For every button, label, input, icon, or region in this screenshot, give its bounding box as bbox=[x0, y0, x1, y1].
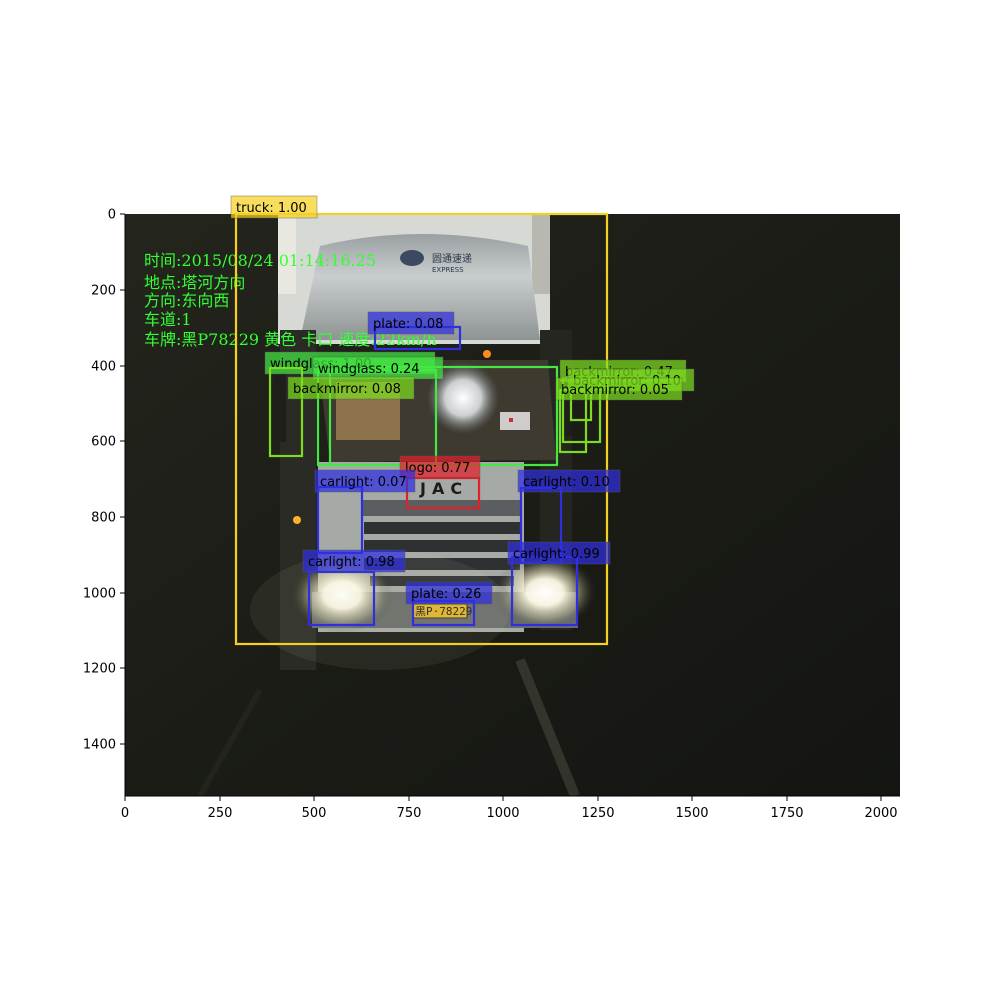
backmirror-detection: backmirror: 0.05 bbox=[555, 377, 683, 454]
x-tick-label: 0 bbox=[121, 806, 129, 821]
license-plate: 黑P·78229 bbox=[415, 605, 472, 618]
backmirror-label-bg bbox=[287, 376, 415, 400]
truck-roof-logo-subtext: EXPRESS bbox=[432, 266, 464, 274]
x-tick-label: 750 bbox=[397, 806, 422, 821]
x-axis-ticks: 0 250 500 750 1000 1250 1500 1750 2000 bbox=[121, 796, 898, 821]
x-tick-label: 500 bbox=[302, 806, 327, 821]
truck-box bbox=[234, 212, 609, 646]
backmirror-label: backmirror: 0.08 bbox=[293, 382, 401, 397]
truck-roof-logo: 圆通速递 bbox=[432, 252, 472, 265]
truck-brand-emblem: JAC bbox=[419, 479, 468, 498]
plate-label: plate: 0.08 bbox=[373, 317, 443, 332]
overlay-line: 地点:塔河方向 bbox=[144, 273, 245, 292]
carlight-detection: carlight: 0.10 bbox=[517, 469, 621, 565]
backmirror-box bbox=[268, 366, 304, 458]
camera-photo: 圆通速递 EXPRESS JAC 黑P·78229 bbox=[125, 214, 900, 796]
backmirror-label: backmirror: 0.05 bbox=[561, 383, 669, 398]
y-tick-label: 800 bbox=[91, 511, 116, 526]
plate-detection: plate: 0.26 bbox=[405, 581, 493, 627]
windglass-label: windglass: 0.24 bbox=[318, 362, 420, 377]
y-tick-label: 1000 bbox=[83, 587, 116, 602]
y-axis-ticks: 0 200 400 600 800 1000 1200 1400 bbox=[83, 208, 125, 753]
backmirror-detection: backmirror: 0.08 bbox=[268, 366, 415, 458]
carlight-label-bg bbox=[302, 549, 406, 573]
carlight-label: carlight: 0.98 bbox=[308, 555, 395, 570]
carlight-label: carlight: 0.10 bbox=[523, 475, 610, 490]
logo-label-bg bbox=[399, 455, 481, 479]
carlight-label-bg bbox=[517, 469, 621, 493]
overlay-line: 方向:东向西 bbox=[144, 291, 229, 310]
logo-label: logo: 0.77 bbox=[405, 461, 470, 476]
truck-label-bg bbox=[230, 195, 318, 219]
overlay-line: 时间:2015/08/24 01:14:16.25 bbox=[144, 251, 376, 270]
overlay-line: 车牌:黑P78229 黄色 卡口 速度:22km/h bbox=[144, 330, 437, 349]
carlight-label: carlight: 0.07 bbox=[320, 475, 407, 490]
camera-overlay-text: 时间:2015/08/24 01:14:16.25 地点:塔河方向方向:东向西车道… bbox=[144, 251, 437, 349]
overlay-line: 车道:1 bbox=[144, 310, 192, 329]
x-tick-label: 1000 bbox=[486, 806, 519, 821]
plate-label-bg bbox=[367, 311, 455, 335]
x-tick-label: 250 bbox=[208, 806, 233, 821]
carlight-detection: carlight: 0.99 bbox=[507, 541, 611, 627]
y-tick-label: 600 bbox=[91, 435, 116, 450]
y-tick-label: 0 bbox=[108, 208, 116, 223]
x-tick-label: 1250 bbox=[581, 806, 614, 821]
backmirror-label-bg bbox=[555, 377, 683, 401]
axes-frame bbox=[124, 214, 900, 797]
x-tick-label: 1500 bbox=[675, 806, 708, 821]
carlight-label-bg bbox=[314, 469, 416, 493]
carlight-label: carlight: 0.99 bbox=[513, 547, 600, 562]
windglass-detection: windglass: 0.24 bbox=[312, 356, 444, 467]
plate-label: plate: 0.26 bbox=[411, 587, 481, 602]
x-tick-label: 2000 bbox=[864, 806, 897, 821]
carlight-detection: carlight: 0.98 bbox=[302, 549, 406, 627]
y-tick-label: 1400 bbox=[83, 738, 116, 753]
logo-detection: logo: 0.77 bbox=[399, 455, 481, 510]
carlight-label-bg bbox=[507, 541, 611, 565]
truck-detection: truck: 1.00 bbox=[230, 195, 609, 646]
y-tick-label: 400 bbox=[91, 360, 116, 375]
y-tick-label: 200 bbox=[91, 284, 116, 299]
plate-label-bg bbox=[405, 581, 493, 605]
truck-label: truck: 1.00 bbox=[236, 201, 307, 216]
y-tick-label: 1200 bbox=[83, 662, 116, 677]
x-tick-label: 1750 bbox=[770, 806, 803, 821]
plate-detection: plate: 0.08 bbox=[367, 311, 462, 351]
